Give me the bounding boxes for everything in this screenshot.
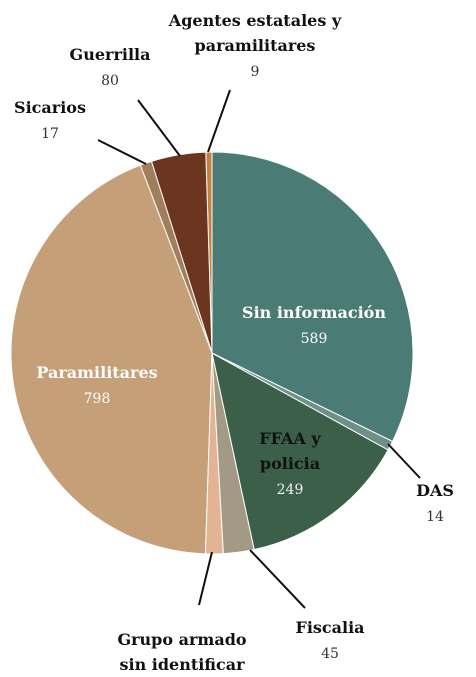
- category-label: FFAA y policia: [259, 429, 321, 473]
- category-label: Fiscalia: [295, 618, 365, 637]
- slice-label: Grupo armado sin identificar26: [102, 627, 262, 677]
- slice-label: FFAA y policia 249: [240, 426, 340, 504]
- value-label: 80: [101, 73, 119, 89]
- leader-line: [97, 139, 147, 165]
- slice-label: Paramilitares 798: [17, 360, 177, 413]
- slice-label: Agentes estatales y paramilitares 9: [160, 8, 350, 86]
- value-label: 9: [250, 64, 260, 80]
- value-label: 17: [41, 126, 59, 142]
- category-label: Paramilitares: [36, 363, 158, 382]
- value-label: 45: [321, 646, 339, 662]
- category-label: DAS: [416, 481, 454, 500]
- category-label: Agentes estatales y paramilitares: [168, 11, 342, 55]
- leader-line: [198, 551, 213, 606]
- leader-line: [387, 443, 421, 479]
- value-label: 589: [300, 331, 328, 347]
- slice-label: Sicarios 17: [5, 95, 95, 148]
- category-label: Grupo armado sin identificar: [117, 630, 247, 674]
- value-label: 798: [83, 391, 111, 407]
- leader-line: [249, 549, 306, 609]
- slice-label: Sin información 589: [214, 300, 414, 353]
- pie-slice: [211, 352, 389, 551]
- leader-lines: [97, 89, 421, 609]
- category-label: Sin información: [242, 303, 386, 322]
- leader-line: [207, 89, 231, 153]
- value-label: 14: [426, 509, 444, 525]
- slice-label: Fiscalia 45: [270, 615, 390, 668]
- category-label: Guerrilla: [69, 45, 151, 64]
- pie-slice: [211, 151, 414, 442]
- value-label: 249: [276, 482, 304, 498]
- pie-slice: [10, 164, 213, 555]
- category-label: Sicarios: [14, 98, 86, 117]
- slice-label: Guerrilla 80: [60, 42, 160, 95]
- slice-label: DAS 14: [405, 478, 465, 531]
- leader-line: [137, 99, 181, 157]
